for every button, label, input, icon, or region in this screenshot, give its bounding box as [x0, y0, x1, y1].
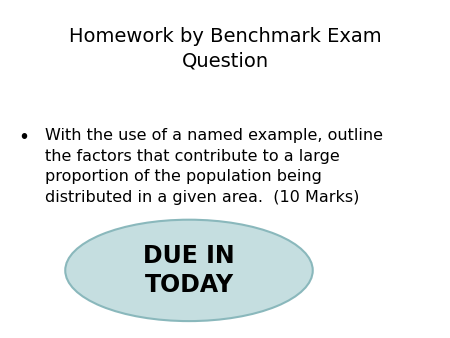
- Text: Homework by Benchmark Exam
Question: Homework by Benchmark Exam Question: [69, 27, 381, 70]
- Text: With the use of a named example, outline
the factors that contribute to a large
: With the use of a named example, outline…: [45, 128, 383, 204]
- Text: •: •: [18, 128, 29, 147]
- Text: DUE IN
TODAY: DUE IN TODAY: [143, 244, 235, 297]
